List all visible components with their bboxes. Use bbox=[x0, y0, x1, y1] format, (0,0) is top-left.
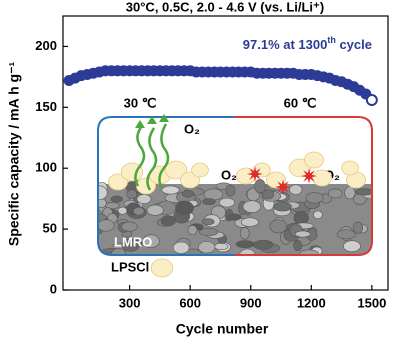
sem-grain bbox=[344, 186, 356, 200]
sem-grain bbox=[202, 198, 216, 206]
sem-grain bbox=[161, 185, 180, 195]
x-tick-label: 1200 bbox=[297, 295, 326, 310]
y-tick-label: 50 bbox=[43, 221, 57, 236]
x-tick-label: 1500 bbox=[357, 295, 386, 310]
electrolyte-particle bbox=[311, 169, 332, 187]
sem-grain bbox=[289, 184, 303, 195]
sem-grain bbox=[187, 225, 198, 236]
sem-grain bbox=[299, 249, 319, 255]
sem-grain bbox=[121, 221, 138, 232]
annotation: 97.1% at 1300th cycle bbox=[243, 35, 372, 52]
sem-grain bbox=[355, 188, 372, 196]
gas-arrow bbox=[134, 125, 146, 187]
x-tick-label: 600 bbox=[179, 295, 201, 310]
inset-label: O₂ bbox=[221, 167, 237, 182]
sem-grain bbox=[352, 221, 364, 234]
sem-grain bbox=[242, 200, 261, 213]
sem-grain bbox=[126, 189, 138, 200]
sem-grain bbox=[198, 241, 216, 254]
inset-label: 60 ℃ bbox=[284, 95, 317, 110]
y-axis-label: Specific capacity / mA h g⁻¹ bbox=[6, 62, 22, 247]
x-tick-label: 900 bbox=[240, 295, 262, 310]
inset-border-left bbox=[97, 116, 235, 256]
plot-frame bbox=[62, 15, 389, 291]
sem-grain bbox=[313, 210, 323, 219]
sem-grain bbox=[254, 179, 266, 194]
sem-grain bbox=[160, 215, 176, 227]
sem-grain bbox=[305, 192, 324, 204]
reaction-star bbox=[301, 168, 317, 184]
sem-grain bbox=[239, 227, 250, 240]
chart-title: 30°C, 0.5C, 2.0 - 4.6 V (vs. Li/Li⁺) bbox=[126, 0, 324, 14]
y-tick-label: 200 bbox=[35, 38, 57, 53]
x-axis-label: Cycle number bbox=[176, 321, 269, 337]
sem-grain bbox=[132, 206, 145, 216]
electrolyte-particle bbox=[303, 151, 324, 169]
sem-grain bbox=[126, 239, 143, 247]
electrolyte-particle bbox=[135, 177, 156, 195]
sem-grain bbox=[201, 218, 215, 226]
sem-grain bbox=[343, 240, 361, 253]
y-tick-label: 150 bbox=[35, 99, 57, 114]
sem-grain bbox=[181, 190, 195, 198]
annotation-part: cycle bbox=[336, 37, 372, 52]
sem-grain bbox=[261, 189, 275, 200]
gas-arrowhead bbox=[135, 120, 145, 128]
sem-grain bbox=[273, 202, 292, 212]
sem-grain bbox=[175, 200, 194, 216]
inset-label: O₂ bbox=[184, 121, 200, 136]
gas-arrow bbox=[158, 123, 170, 189]
gas-arrow bbox=[146, 127, 158, 191]
sem-grain bbox=[293, 211, 309, 225]
gas-arrowhead bbox=[159, 114, 169, 122]
y-tick-label: 0 bbox=[50, 281, 57, 296]
sem-grain bbox=[172, 241, 190, 254]
inset-illustration bbox=[98, 117, 372, 255]
sem-grain bbox=[219, 197, 235, 208]
reaction-star bbox=[247, 166, 263, 182]
electrolyte-particle bbox=[179, 171, 200, 189]
electrolyte-particle bbox=[191, 162, 209, 178]
sem-grain bbox=[253, 239, 274, 250]
sem-grain bbox=[142, 234, 160, 248]
sem-grain bbox=[110, 195, 123, 203]
y-tick-label: 100 bbox=[35, 160, 57, 175]
electrolyte-particle bbox=[164, 160, 188, 180]
sem-grain bbox=[293, 240, 303, 252]
sem-grain bbox=[327, 188, 343, 199]
sem-grain bbox=[117, 206, 128, 215]
sem-grain bbox=[98, 185, 108, 200]
annotation-part: 97.1% at 1300 bbox=[243, 37, 328, 52]
sem-grain bbox=[294, 230, 311, 238]
electrolyte-particle bbox=[108, 173, 129, 191]
sem-grain bbox=[214, 242, 229, 251]
gas-arrowhead bbox=[147, 116, 157, 124]
electrolyte-particle bbox=[150, 258, 174, 278]
reaction-star bbox=[275, 179, 291, 195]
sem-grain bbox=[199, 227, 219, 237]
sem-grain bbox=[225, 184, 236, 197]
sem-grain bbox=[239, 248, 256, 255]
sem-grain bbox=[240, 217, 259, 227]
inset-label: LPSCl bbox=[111, 259, 149, 274]
annotation-part: th bbox=[327, 35, 336, 45]
inset-label: LMRO bbox=[114, 234, 152, 249]
sem-grain bbox=[235, 240, 255, 249]
sem-grain bbox=[226, 213, 242, 221]
electrolyte-particle bbox=[341, 160, 359, 176]
x-tick-label: 300 bbox=[119, 295, 141, 310]
sem-grain bbox=[146, 204, 164, 216]
inset-border-right bbox=[235, 116, 373, 256]
inset-label: 30 ℃ bbox=[124, 95, 157, 110]
sem-grain bbox=[98, 219, 115, 232]
data-point bbox=[365, 94, 378, 107]
sem-grain bbox=[336, 229, 356, 240]
sem-grain bbox=[136, 194, 152, 204]
sem-grain bbox=[269, 219, 288, 234]
